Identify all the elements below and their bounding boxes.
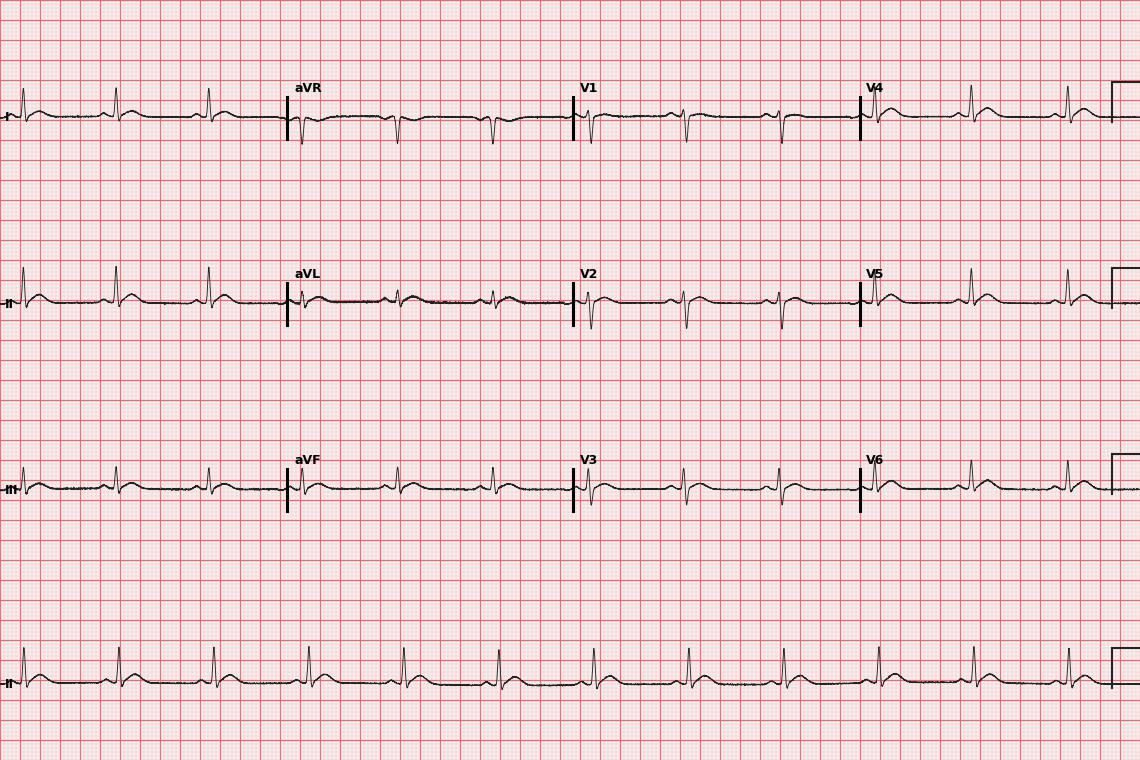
Text: II: II	[5, 297, 14, 311]
Text: V5: V5	[866, 268, 885, 281]
Text: V4: V4	[866, 82, 885, 95]
Text: aVL: aVL	[294, 268, 320, 281]
Text: V6: V6	[866, 454, 885, 467]
Text: III: III	[5, 483, 18, 497]
Text: aVF: aVF	[294, 454, 320, 467]
Text: aVR: aVR	[294, 82, 321, 95]
Text: I: I	[5, 111, 9, 125]
Text: V3: V3	[580, 454, 598, 467]
Text: V1: V1	[580, 82, 598, 95]
Text: V2: V2	[580, 268, 598, 281]
Text: II: II	[5, 677, 14, 691]
